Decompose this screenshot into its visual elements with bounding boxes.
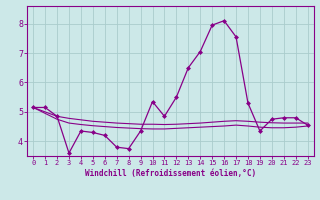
X-axis label: Windchill (Refroidissement éolien,°C): Windchill (Refroidissement éolien,°C) — [85, 169, 256, 178]
